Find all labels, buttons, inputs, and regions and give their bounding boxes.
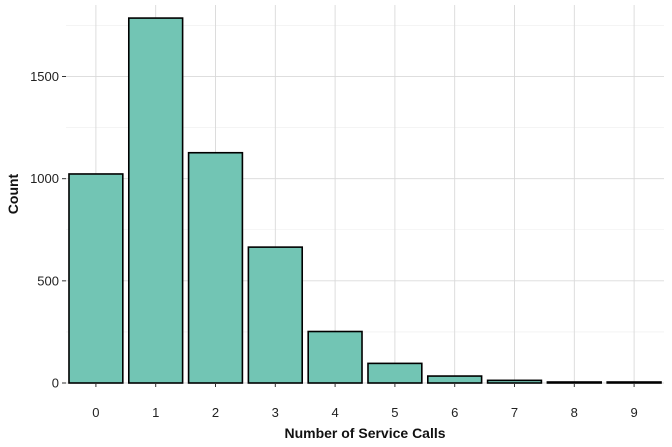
bars [68, 17, 662, 384]
x-tick-label: 1 [152, 405, 159, 420]
x-tick-label: 0 [92, 405, 99, 420]
x-tick-label: 9 [630, 405, 637, 420]
x-tick-label: 2 [212, 405, 219, 420]
bar-6 [426, 375, 483, 384]
bar-9 [606, 381, 662, 384]
bar-3 [247, 246, 304, 384]
tick-labels: 0 500 1000 1500 0 1 2 3 4 5 6 7 8 9 [30, 69, 638, 420]
y-tick-label: 1000 [30, 171, 59, 186]
bar-0 [68, 173, 124, 384]
x-tick-label: 3 [272, 405, 279, 420]
x-axis-title: Number of Service Calls [284, 425, 445, 441]
y-axis-title: Count [5, 173, 21, 214]
bar-2 [187, 151, 244, 384]
bar-1 [127, 17, 184, 384]
x-tick-label: 6 [451, 405, 458, 420]
y-tick-label: 0 [52, 376, 59, 391]
bar-5 [367, 362, 423, 384]
x-tick-label: 5 [391, 405, 398, 420]
bar-4 [307, 330, 363, 384]
y-tick-label: 1500 [30, 69, 59, 84]
x-tick-label: 4 [331, 405, 338, 420]
bar-7 [486, 379, 543, 384]
y-tick-label: 500 [37, 273, 59, 288]
x-tick-label: 8 [571, 405, 578, 420]
x-tick-label: 7 [511, 405, 518, 420]
bar-8 [546, 381, 603, 384]
